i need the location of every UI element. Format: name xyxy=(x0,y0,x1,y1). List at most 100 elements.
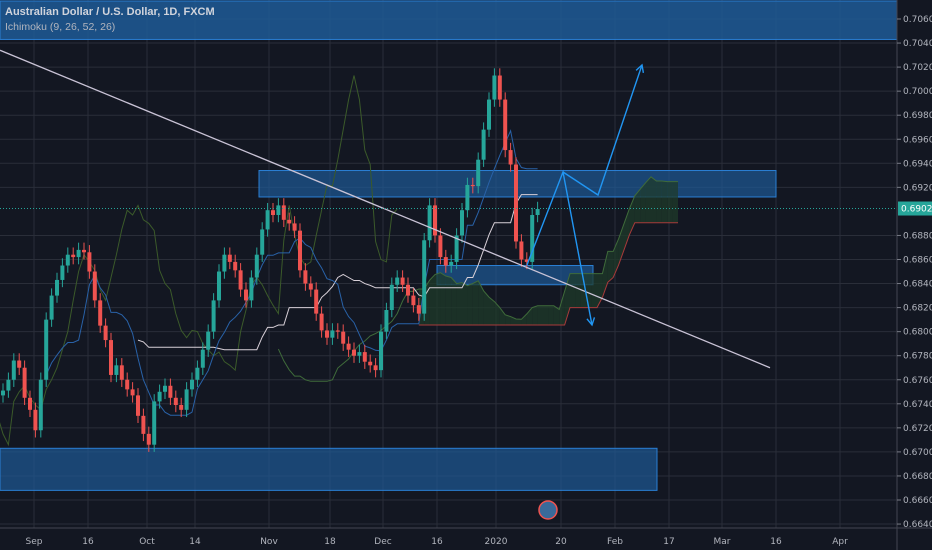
kijun-sen-line xyxy=(137,194,538,351)
candle-body xyxy=(276,205,281,216)
candle-body xyxy=(125,379,130,390)
candle-body xyxy=(195,367,200,380)
arrow-head-icon xyxy=(635,63,645,74)
ichimoku-cloud xyxy=(575,273,581,308)
ichimoku-cloud xyxy=(451,277,457,326)
candle-body xyxy=(384,310,389,332)
candle-body xyxy=(6,379,11,391)
candle-body xyxy=(335,330,340,332)
time-tick-label: 18 xyxy=(324,537,336,547)
projection-arrow xyxy=(562,64,643,197)
indicator-label[interactable]: Ichimoku (9, 26, 52, 26) xyxy=(5,21,116,33)
candle-body xyxy=(292,223,297,231)
candle-body xyxy=(65,254,70,266)
price-axis xyxy=(897,0,932,550)
candle-body xyxy=(443,257,448,266)
ichimoku-cloud xyxy=(570,273,576,308)
ichimoku-cloud xyxy=(532,305,538,326)
time-tick-label: Dec xyxy=(374,537,391,547)
candle-body xyxy=(179,405,184,410)
candle-body xyxy=(389,284,394,311)
candle-body xyxy=(211,300,216,332)
candle-body xyxy=(38,379,43,431)
ichimoku-cloud xyxy=(564,273,570,326)
ichimoku-cloud xyxy=(462,282,468,326)
symbol-title[interactable]: Australian Dollar / U.S. Dollar, 1D, FXC… xyxy=(5,6,215,18)
candle-body xyxy=(465,184,470,211)
candle-body xyxy=(200,349,205,368)
candle-body xyxy=(55,279,59,296)
chart-legend: Australian Dollar / U.S. Dollar, 1D, FXC… xyxy=(5,6,215,33)
ichimoku-cloud xyxy=(467,283,473,326)
candle-body xyxy=(362,352,367,362)
candle-body xyxy=(87,252,92,272)
ichimoku-cloud xyxy=(672,181,678,223)
candle-body xyxy=(314,289,319,314)
candle-body xyxy=(22,367,27,398)
time-tick-label: 16 xyxy=(82,537,94,547)
candle-body xyxy=(341,331,346,344)
candle-body xyxy=(146,433,151,445)
ichimoku-cloud xyxy=(559,291,565,326)
candle-body xyxy=(92,271,97,301)
time-tick-label: Apr xyxy=(832,537,848,547)
ichimoku-cloud xyxy=(607,251,614,283)
time-tick-label: 17 xyxy=(663,537,674,547)
candle-body xyxy=(460,210,464,236)
senkou-span-b-line xyxy=(418,222,678,326)
arrow-head-icon xyxy=(586,317,596,327)
support-resistance-zone xyxy=(0,447,658,491)
candle-body xyxy=(416,305,421,314)
candle-body xyxy=(492,75,497,100)
candle-body xyxy=(379,331,383,371)
candle-body xyxy=(28,397,32,410)
ichimoku-cloud xyxy=(624,208,630,250)
ichimoku-cloud xyxy=(494,301,500,326)
senkou-span-a-line xyxy=(277,176,678,382)
candle-body xyxy=(519,241,524,260)
candle-body xyxy=(438,235,443,258)
ichimoku-cloud xyxy=(456,282,462,326)
ichimoku-cloud xyxy=(521,313,527,326)
candle-body xyxy=(330,330,335,338)
ichimoku-cloud xyxy=(548,305,554,326)
candle-body xyxy=(449,261,454,266)
candle-body xyxy=(411,295,416,306)
candle-body xyxy=(395,277,400,285)
candle-body xyxy=(244,289,248,301)
time-tick-label: Feb xyxy=(607,537,623,547)
time-tick-label: Sep xyxy=(26,537,43,547)
ichimoku-cloud xyxy=(526,307,533,326)
candle-body xyxy=(406,284,410,296)
ichimoku-cloud xyxy=(543,305,549,326)
candle-body xyxy=(60,265,65,280)
candle-body xyxy=(109,340,113,375)
candle-body xyxy=(271,210,275,216)
candle-body xyxy=(114,365,119,375)
time-tick-label: 2020 xyxy=(485,537,508,547)
candle-body xyxy=(33,409,38,431)
candle-body xyxy=(454,235,459,262)
ichimoku-cloud xyxy=(553,305,560,326)
candle-body xyxy=(373,365,378,371)
candle-body xyxy=(260,229,265,255)
time-tick-label: 14 xyxy=(189,537,201,547)
candle-body xyxy=(168,385,173,398)
candle-body xyxy=(71,254,76,258)
candle-body xyxy=(319,313,324,331)
candle-body xyxy=(222,254,227,272)
candle-body xyxy=(433,205,437,236)
